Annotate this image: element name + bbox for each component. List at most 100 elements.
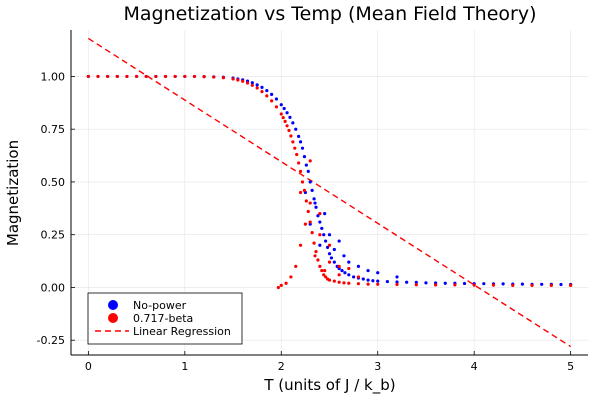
data-point (260, 85, 264, 90)
data-point (342, 254, 346, 258)
data-point (347, 266, 351, 271)
data-point (405, 280, 409, 284)
data-point (366, 268, 370, 273)
data-point (316, 214, 320, 218)
data-point (318, 212, 322, 216)
x-tick-label: 1 (181, 360, 188, 373)
x-tick-label: 5 (567, 360, 574, 373)
y-tick-label: 0.75 (41, 123, 66, 136)
data-point (288, 115, 292, 119)
data-point (250, 81, 254, 85)
data-point (289, 275, 293, 279)
data-point (255, 83, 259, 87)
y-tick-label: 1.00 (41, 70, 66, 83)
data-point (395, 275, 399, 279)
data-point (320, 226, 324, 230)
data-point (265, 94, 269, 98)
data-point (310, 188, 314, 192)
data-point (332, 260, 336, 264)
data-point (96, 74, 100, 79)
data-point (366, 278, 370, 282)
data-point (314, 205, 318, 209)
data-point (443, 281, 447, 285)
data-point (274, 97, 279, 101)
data-point (310, 230, 314, 235)
data-point (337, 264, 341, 268)
data-point (291, 140, 295, 144)
data-point (540, 282, 544, 286)
data-point (297, 161, 301, 165)
data-point (385, 279, 389, 284)
data-point (318, 264, 322, 268)
data-point (295, 152, 299, 157)
data-point (294, 264, 298, 268)
data-point (308, 180, 312, 184)
data-point (318, 233, 322, 237)
x-tick-label: 2 (278, 360, 285, 373)
data-point (327, 252, 332, 256)
data-point (453, 283, 457, 287)
data-point (501, 282, 505, 286)
data-point (327, 278, 332, 282)
legend: No-power 0.717-beta Linear Regression (87, 292, 243, 345)
legend-label-no-power: No-power (133, 299, 187, 312)
data-point (302, 188, 307, 192)
data-point (312, 241, 316, 245)
data-point (376, 279, 380, 283)
data-point (371, 279, 375, 283)
data-point (337, 239, 341, 243)
data-point (231, 77, 235, 81)
data-point (144, 74, 148, 79)
data-point (183, 74, 187, 79)
data-point (281, 115, 285, 120)
data-point (284, 281, 288, 285)
data-point (285, 111, 289, 115)
legend-label-beta: 0.717-beta (133, 312, 193, 325)
legend-label-regression: Linear Regression (133, 325, 231, 338)
data-point (347, 260, 351, 264)
data-point (314, 249, 318, 254)
data-point (414, 280, 418, 285)
data-point (395, 280, 399, 284)
data-point (308, 159, 312, 163)
data-point (134, 74, 139, 79)
data-point (297, 134, 301, 138)
data-point (279, 283, 283, 287)
data-point (332, 279, 336, 283)
data-point (424, 281, 428, 285)
data-point (337, 280, 341, 284)
data-point (285, 124, 289, 128)
data-point (304, 199, 308, 203)
data-point (366, 282, 370, 286)
data-point (302, 155, 307, 159)
series-beta (86, 74, 573, 290)
data-point (202, 75, 206, 79)
data-point (482, 282, 486, 286)
data-point (294, 127, 298, 131)
data-point (304, 163, 308, 167)
legend-marker-no-power (108, 300, 118, 310)
data-point (282, 106, 286, 111)
data-point (300, 146, 305, 150)
data-point (125, 74, 129, 79)
data-point (323, 212, 327, 216)
data-point (298, 140, 303, 144)
x-tick-label: 0 (85, 360, 92, 373)
data-point (312, 197, 316, 201)
data-point (316, 258, 320, 262)
data-point (434, 283, 438, 287)
data-point (306, 209, 310, 214)
data-point (241, 79, 245, 83)
data-point (324, 239, 328, 243)
data-point (327, 233, 332, 237)
chart-title: Magnetization vs Temp (Mean Field Theory… (123, 3, 536, 25)
data-point (287, 128, 291, 133)
data-point (260, 90, 264, 94)
x-tick-label: 4 (471, 360, 478, 373)
data-point (322, 233, 326, 237)
data-point (491, 283, 496, 287)
y-tick-label: 0.25 (41, 229, 66, 242)
data-point (293, 146, 297, 150)
data-point (323, 268, 327, 273)
